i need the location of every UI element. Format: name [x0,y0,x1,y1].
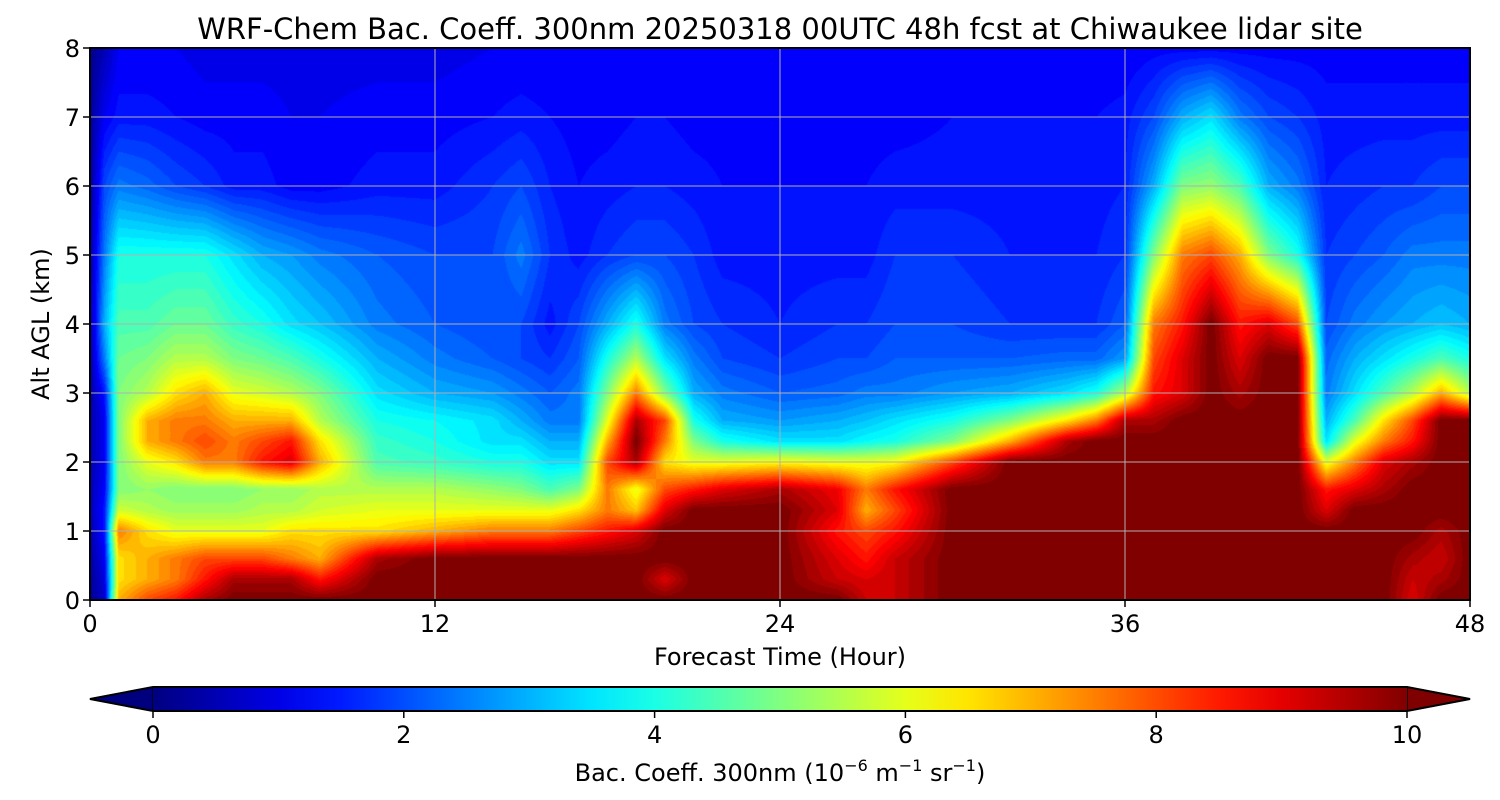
y-tick-label: 3 [65,380,80,408]
x-axis-ticks: 0 12 24 36 48 [82,600,1485,638]
y-tick-label: 1 [65,518,80,546]
colorbar-extend-high [1406,686,1471,712]
colorbar-tick-label: 6 [898,721,913,749]
y-tick-label: 0 [65,587,80,615]
x-axis-title: Forecast Time (Hour) [654,643,906,671]
colorbar-tick-label: 8 [1149,721,1164,749]
y-tick-label: 8 [65,35,80,63]
colorbar: 0 2 4 6 8 10 Bac. Coeff. 300nm (10−6 m−1 sr−1… [89,686,1471,787]
chart-title: WRF-Chem Bac. Coeff. 300nm 20250318 00UT… [197,12,1363,46]
x-tick-label: 12 [420,610,451,638]
x-tick-label: 48 [1455,610,1486,638]
colorbar-bar [153,687,1407,711]
colorbar-label: Bac. Coeff. 300nm (10−6 m−1 sr−1) [575,756,986,787]
y-axis-title: Alt AGL (km) [27,248,55,400]
x-tick-label: 36 [1110,610,1141,638]
colorbar-tick-label: 10 [1392,721,1423,749]
colorbar-tick-label: 2 [396,721,411,749]
colorbar-ticks: 0 2 4 6 8 10 [145,711,1422,749]
y-tick-label: 5 [65,242,80,270]
plot-area [89,47,1471,601]
colorbar-tick-label: 4 [647,721,662,749]
y-axis-ticks: 0 1 2 3 4 5 6 7 8 [65,35,90,615]
colorbar-tick-label: 0 [145,721,160,749]
x-tick-label: 24 [765,610,796,638]
y-tick-label: 7 [65,104,80,132]
y-tick-label: 4 [65,311,80,339]
y-tick-label: 2 [65,449,80,477]
y-tick-label: 6 [65,173,80,201]
colorbar-extend-low [89,686,154,712]
x-tick-label: 0 [82,610,97,638]
